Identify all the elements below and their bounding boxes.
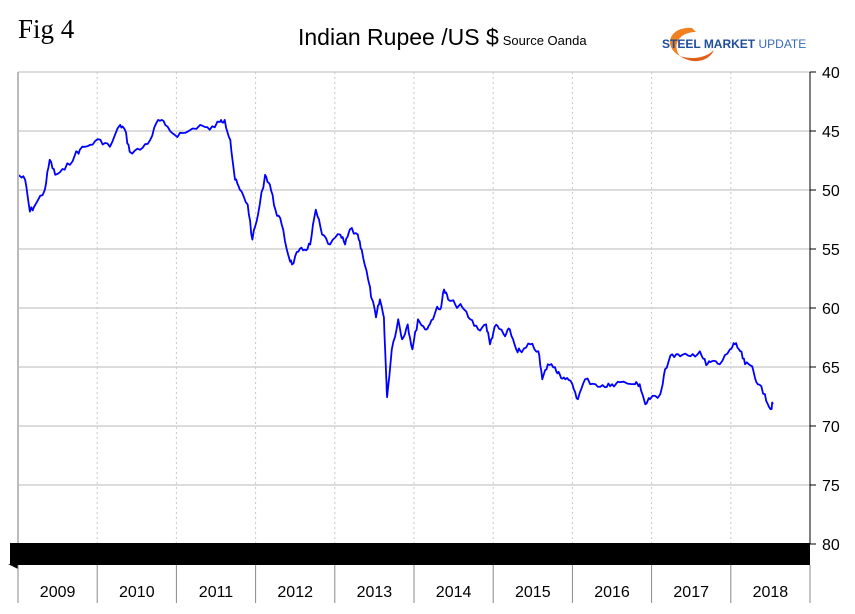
figure-label: Fig 4 — [18, 14, 75, 44]
svg-text:STEEL MARKET UPDATE: STEEL MARKET UPDATE — [662, 37, 806, 51]
logo-word-update: UPDATE — [758, 37, 806, 51]
chart-title: Indian Rupee /US $ Source Oanda — [298, 24, 587, 51]
logo-word-steel: STEEL — [662, 37, 700, 51]
series-layer — [17, 119, 774, 410]
chart-source: Source Oanda — [502, 33, 587, 48]
chart-title-text: Indian Rupee /US $ — [298, 24, 499, 50]
y-tick-label: 80 — [822, 537, 840, 554]
grid — [18, 71, 810, 545]
x-tick-label: 2015 — [515, 584, 551, 601]
x-tick-label: 2011 — [199, 584, 234, 601]
y-tick-label: 55 — [822, 242, 840, 259]
x-tick-label: 2016 — [594, 584, 630, 601]
y-tick-label: 45 — [822, 124, 840, 141]
series-line — [17, 119, 774, 410]
y-tick-label: 75 — [822, 478, 840, 495]
x-tick-label: 2017 — [673, 584, 709, 601]
y-tick-label: 50 — [822, 183, 840, 200]
baseline-bar — [10, 543, 810, 565]
axes: 40 45 50 55 60 65 70 75 80 2009 2010 2011 2012 2013 20… — [8, 65, 840, 603]
y-tick-label: 40 — [822, 65, 840, 82]
baseline-bar-tip — [8, 564, 18, 569]
logo-swoosh-lower — [680, 50, 714, 62]
x-tick-label: 2010 — [119, 584, 155, 601]
x-tick-label: 2018 — [753, 584, 789, 601]
logo-word-market: MARKET — [704, 37, 756, 51]
steel-market-update-logo: STEEL MARKET UPDATE — [662, 27, 806, 62]
x-tick-label: 2012 — [277, 584, 313, 601]
y-tick-label: 70 — [822, 419, 840, 436]
logo-swoosh — [670, 27, 696, 56]
x-tick-label: 2014 — [436, 584, 472, 601]
x-tick-label: 2009 — [40, 584, 76, 601]
y-tick-label: 60 — [822, 301, 840, 318]
x-tick-label: 2013 — [357, 584, 393, 601]
y-tick-label: 65 — [822, 360, 840, 377]
